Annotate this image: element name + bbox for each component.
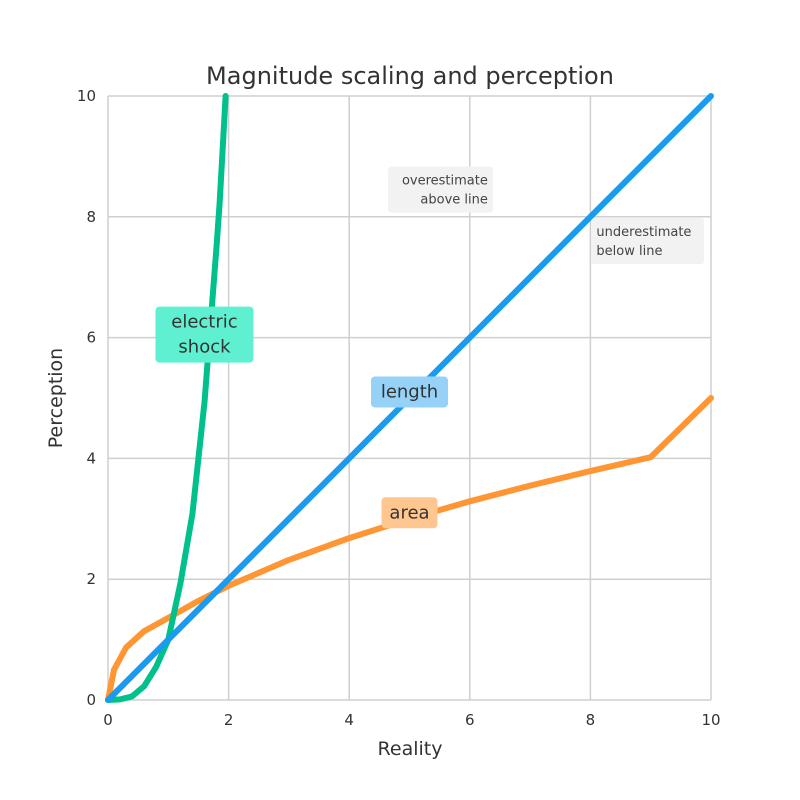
annotation-text: below line xyxy=(596,244,662,259)
y-tick-label-0: 0 xyxy=(86,691,96,709)
series-label-box xyxy=(381,497,438,529)
annotation-text: above line xyxy=(420,193,487,208)
x-tick-label-0: 0 xyxy=(103,711,113,729)
series-label-text: area xyxy=(389,502,429,523)
series-label-text: shock xyxy=(178,337,231,358)
series-label-box xyxy=(371,376,448,408)
series-label-text: electric xyxy=(171,312,237,333)
annotations: overestimate above line underestimate below… xyxy=(388,166,705,264)
annotation-text: overestimate xyxy=(402,174,488,189)
y-tick-label-5: 10 xyxy=(77,87,96,105)
y-tick-label-1: 2 xyxy=(86,570,96,588)
y-axis-label: Perception xyxy=(45,348,67,448)
series-line-electric-shock xyxy=(105,93,229,703)
x-tick-label-5: 10 xyxy=(701,711,720,729)
series-label-text: length xyxy=(381,381,438,402)
chart-title: Magnitude scaling and perception xyxy=(206,62,614,90)
series-labels: electric shock length area xyxy=(155,306,448,529)
series-label-0: electric shock xyxy=(155,306,254,363)
x-tick-label-2: 4 xyxy=(344,711,354,729)
annotation-0: overestimate above line xyxy=(388,166,493,213)
series-label-1: length xyxy=(371,376,448,408)
annotation-text: underestimate xyxy=(596,225,691,240)
x-tick-label-4: 8 xyxy=(586,711,596,729)
y-tick-label-4: 8 xyxy=(86,208,96,226)
annotation-box xyxy=(388,166,493,213)
annotation-box xyxy=(591,217,705,264)
series-line-area xyxy=(105,395,714,703)
x-tick-label-3: 6 xyxy=(465,711,475,729)
y-tick-label-3: 6 xyxy=(86,329,96,347)
axis-ticks: 0 2 4 6 8 10 0 2 4 6 8 10 xyxy=(77,87,721,729)
x-axis-label: Reality xyxy=(378,738,443,760)
y-tick-label-2: 4 xyxy=(86,449,96,467)
series-label-box xyxy=(155,306,254,363)
series-label-2: area xyxy=(381,497,438,529)
x-tick-label-1: 2 xyxy=(224,711,234,729)
annotation-1: underestimate below line xyxy=(591,217,705,264)
